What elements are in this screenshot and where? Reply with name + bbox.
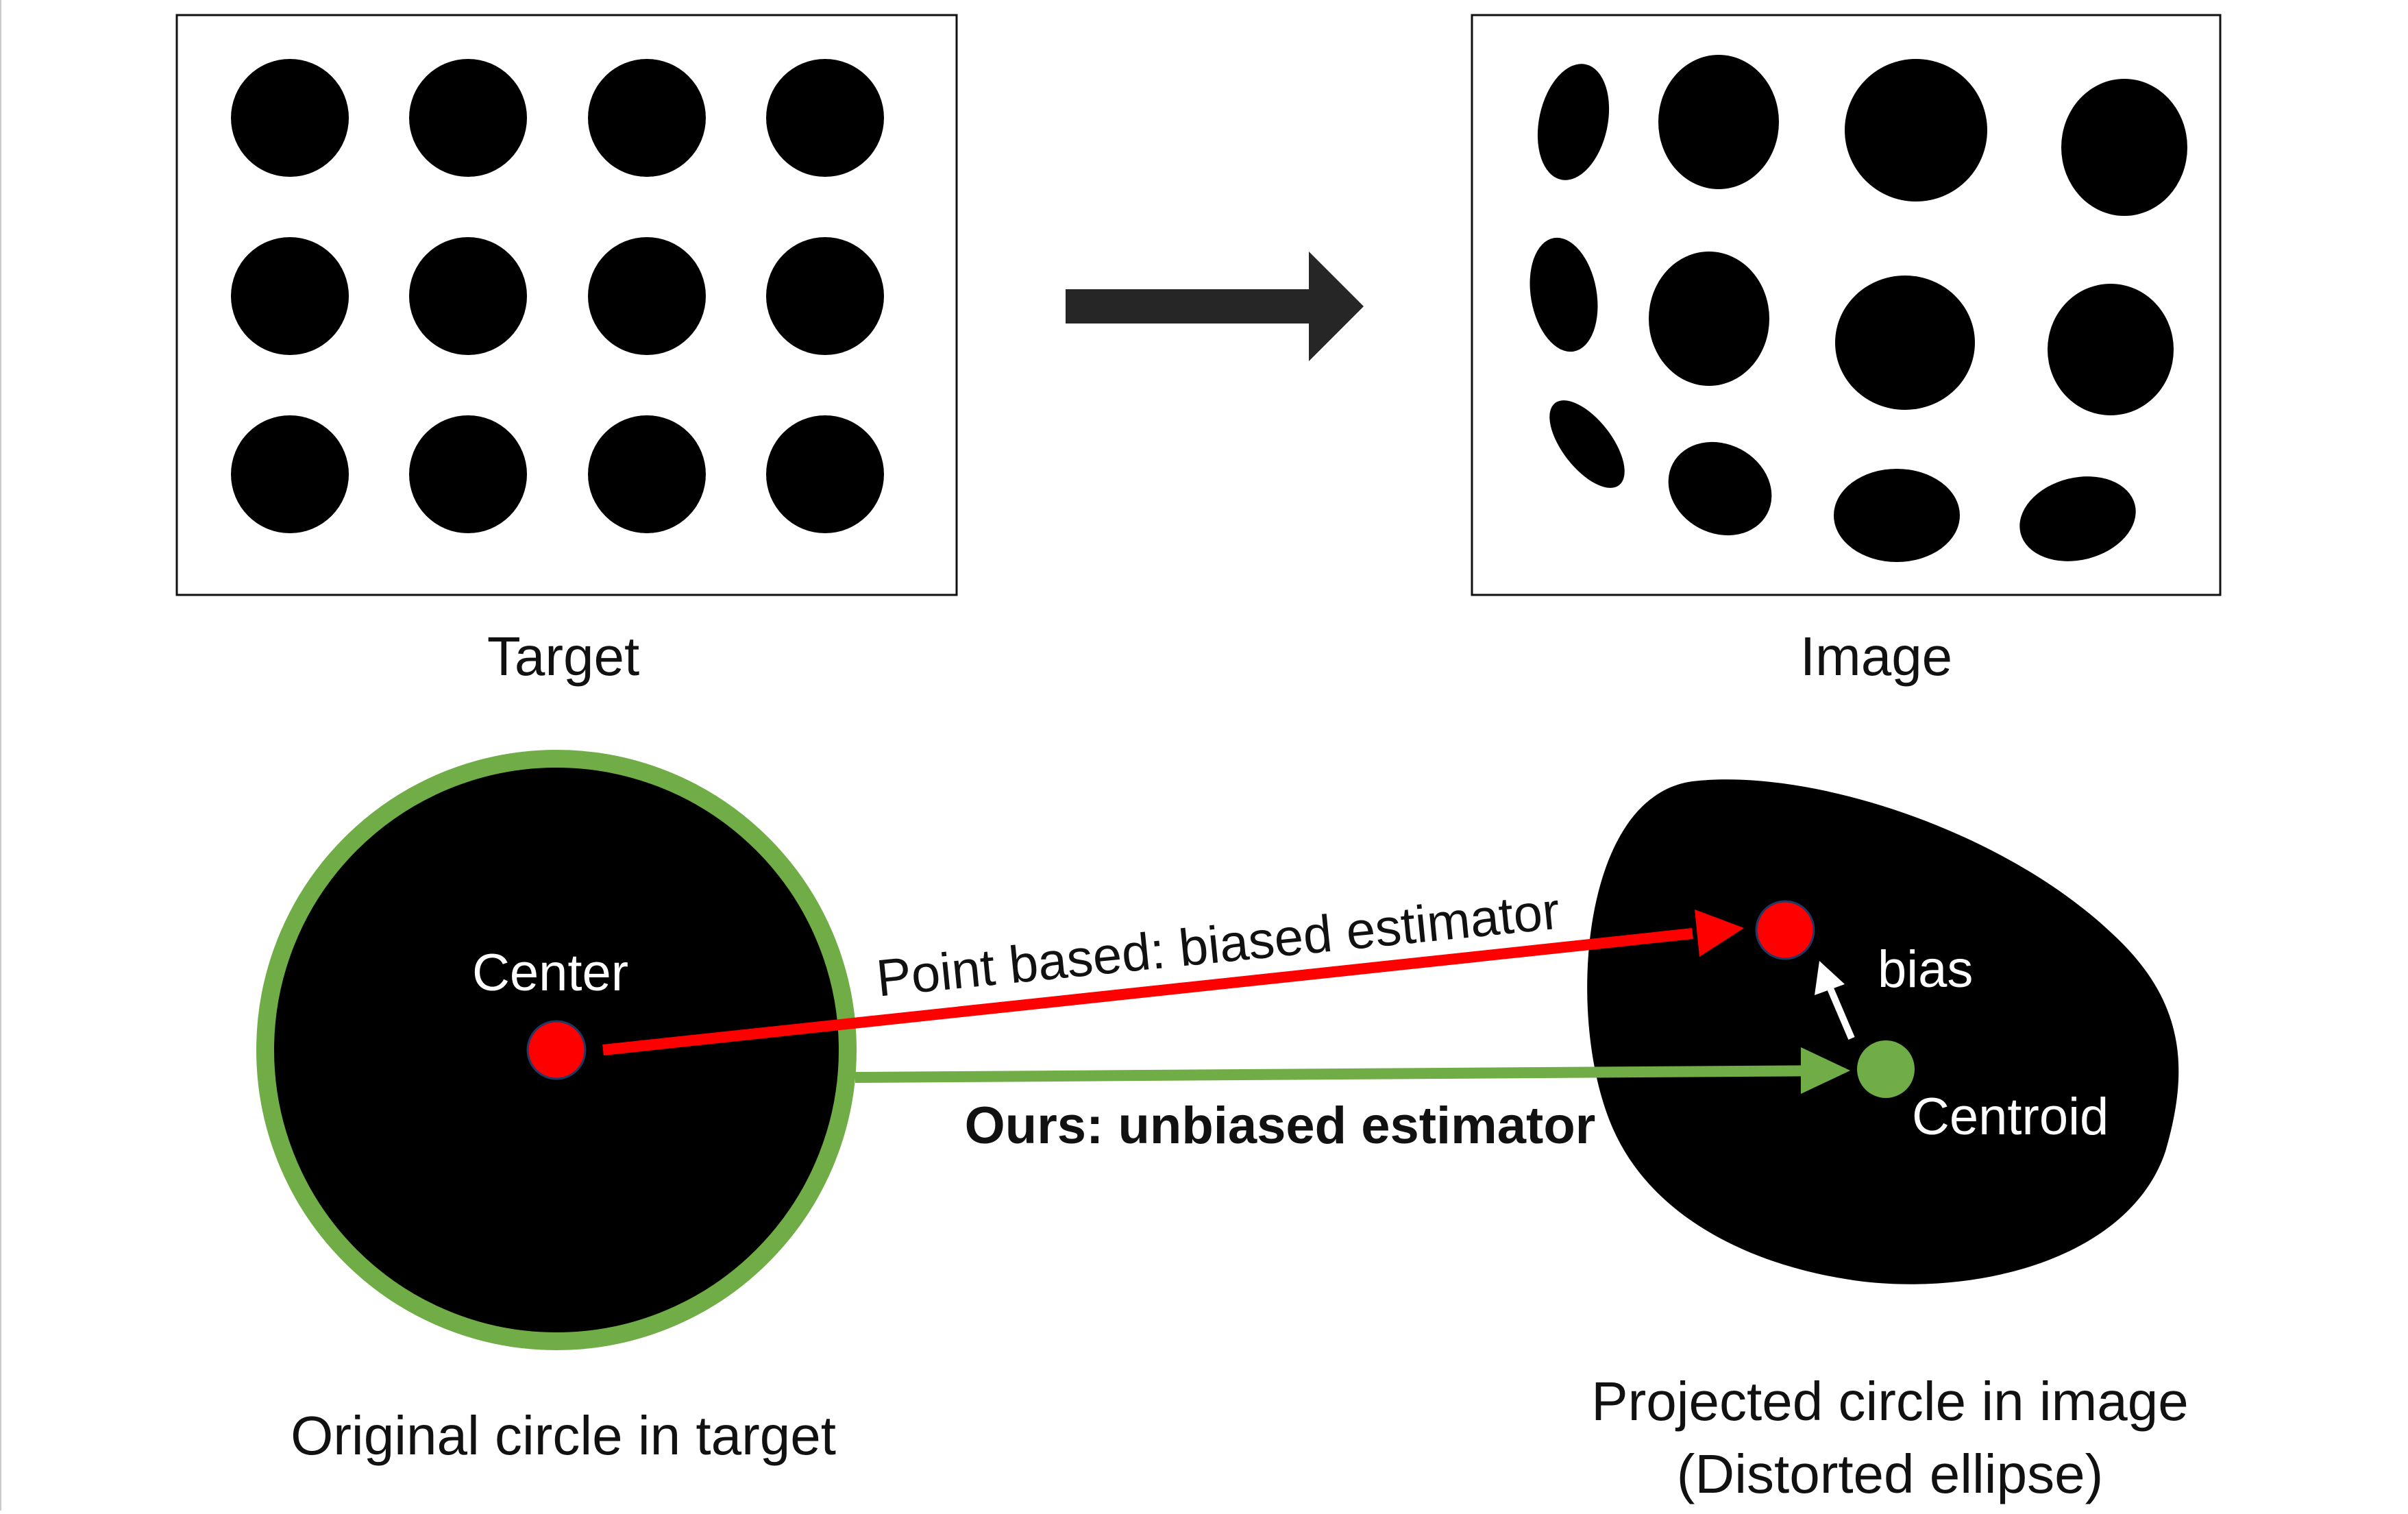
unbiased-arrow-line <box>855 1065 1837 1083</box>
target-dot <box>409 59 527 177</box>
target-dot <box>409 415 527 533</box>
distorted-dot <box>1668 441 1772 536</box>
biased-point-dot <box>1755 900 1815 960</box>
target-panel <box>175 14 958 596</box>
transform-arrow <box>1066 252 1364 361</box>
unbiased-arrow-head <box>1801 1047 1850 1094</box>
target-dot <box>409 237 527 355</box>
target-dot <box>766 237 884 355</box>
bias-arrow-head <box>1815 961 1845 995</box>
distorted-ellipse <box>1587 779 2179 1284</box>
target-dot <box>588 59 706 177</box>
target-dot <box>231 415 349 533</box>
image-label: Image <box>1800 626 1952 687</box>
bias-label: bias <box>1878 940 1973 999</box>
center-label: Center <box>472 944 628 1002</box>
distorted-dot <box>1845 59 1987 202</box>
target-dot <box>588 415 706 533</box>
target-dot <box>231 59 349 177</box>
target-label: Target <box>487 626 639 687</box>
distorted-dot <box>1529 237 1598 352</box>
centroid-label: Centroid <box>1912 1088 2109 1146</box>
image-panel <box>1471 14 2222 596</box>
original-circle-caption: Original circle in target <box>291 1405 836 1466</box>
center-dot <box>526 1020 587 1080</box>
distorted-dot <box>1537 64 1610 180</box>
target-dot <box>588 237 706 355</box>
unbiased-estimator-label: Ours: unbiased estimator <box>965 1097 1596 1155</box>
biased-arrow-line <box>602 928 1693 1055</box>
projected-circle-caption-line2: (Distorted ellipse) <box>1677 1443 2103 1504</box>
distorted-dot <box>2019 476 2136 561</box>
distorted-dot <box>1835 276 1975 410</box>
distorted-dot <box>1549 400 1625 488</box>
distorted-dot <box>1649 252 1769 386</box>
image-ellipse-grid <box>1529 55 2187 562</box>
target-dot-grid <box>231 59 884 533</box>
distorted-dot <box>2048 284 2174 415</box>
projected-circle-caption-line1: Projected circle in image <box>1591 1371 2188 1432</box>
target-dot <box>766 415 884 533</box>
distorted-dot <box>2061 79 2187 216</box>
distorted-dot <box>1834 469 1960 562</box>
centroid-dot <box>1857 1040 1915 1098</box>
target-dot <box>766 59 884 177</box>
biased-arrow-head <box>1695 909 1744 957</box>
target-dot <box>231 237 349 355</box>
distorted-dot <box>1658 55 1779 189</box>
bias-arrow-line <box>1826 986 1855 1040</box>
